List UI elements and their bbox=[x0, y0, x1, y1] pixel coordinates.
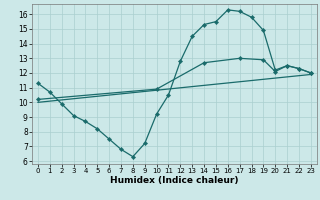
X-axis label: Humidex (Indice chaleur): Humidex (Indice chaleur) bbox=[110, 176, 239, 185]
